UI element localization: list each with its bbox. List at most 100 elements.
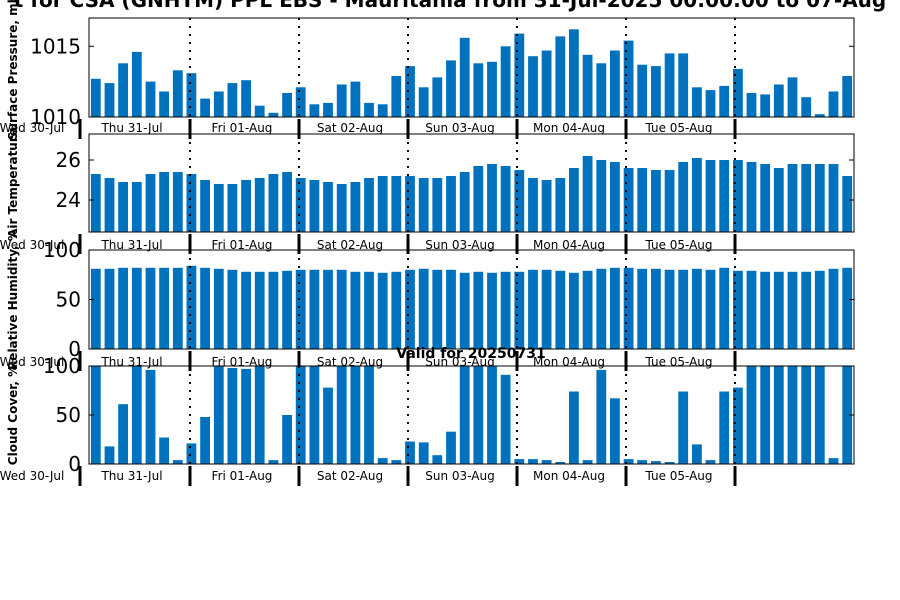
bar [500,374,511,464]
bar [323,102,333,117]
bar [159,267,169,349]
bar [350,81,361,117]
bar [350,366,361,464]
bar [377,176,388,232]
x-day-label: Sat 02-Aug [317,238,383,252]
bar [90,174,101,232]
x-day-label: Mon 04-Aug [533,121,605,135]
bar [391,460,402,464]
bar [364,271,374,349]
bar [787,164,798,232]
bar [746,93,757,117]
bar [569,168,579,232]
bar [282,415,292,464]
bar [692,87,702,117]
bar [651,461,661,464]
bar [651,268,661,349]
bar [705,460,716,464]
bar [186,443,197,464]
x-day-label: Fri 01-Aug [212,121,273,135]
bar [487,366,497,464]
bar [678,162,689,232]
bar [200,180,210,232]
bar [692,444,702,464]
x-day-label: Thu 31-Jul [100,121,162,135]
bar [268,460,279,464]
bar [760,271,771,349]
bar [432,455,443,464]
bar [446,431,456,464]
bar [801,164,812,232]
y-tick-label: 100 [43,354,81,378]
bar [254,366,265,464]
bar [787,271,798,349]
bar [172,70,183,117]
bar [295,87,306,117]
bar [814,270,825,349]
bar [418,178,429,232]
bar [90,268,101,349]
bar [705,160,716,232]
bar [350,271,361,349]
bar [487,272,497,349]
bar [295,178,306,232]
bar [500,46,511,117]
bar [186,174,197,232]
bar [760,366,771,464]
bar [596,63,607,117]
bar [241,180,251,232]
x-day-label: Sat 02-Aug [317,469,383,483]
bar [610,50,620,117]
y-axis-label: Cloud Cover, % [6,365,20,465]
bar [323,387,333,464]
x-day-label: Thu 31-Jul [100,469,162,483]
bar [131,267,142,349]
x-day-label: Wed 30-Jul [0,238,64,252]
bar [773,271,784,349]
bar [268,112,279,117]
x-day-label: Tue 05-Aug [644,121,712,135]
y-axis-label: Relative Humidity, % [6,229,20,370]
plot-frame [88,133,855,233]
bar [350,182,361,232]
bar [295,269,306,349]
x-day-label: Tue 05-Aug [644,355,712,369]
bar [610,398,620,464]
bar [131,182,142,232]
bar [637,268,648,349]
x-day-label: Tue 05-Aug [644,469,712,483]
bar [555,178,566,232]
bar [582,156,593,232]
y-tick-label: 26 [56,148,81,172]
bar [514,33,525,117]
bar [241,80,251,117]
x-day-label: Fri 01-Aug [212,469,273,483]
bar [719,85,730,117]
bar [596,369,607,464]
bar [473,166,484,232]
y-axis-label: Surface Pressure, mb [6,0,20,140]
bar [541,180,552,232]
bar [186,265,197,349]
bar [555,270,566,349]
bar [637,64,648,117]
bar [118,182,128,232]
bar [90,78,101,117]
bar [309,366,320,464]
bar [514,459,525,464]
bar [213,366,224,464]
bar [254,271,265,349]
bar [145,174,156,232]
bar [746,162,757,232]
x-day-label: Sat 02-Aug [317,121,383,135]
bar [528,269,538,349]
bar [569,272,579,349]
bar [787,366,798,464]
bar [104,178,115,232]
bar [705,269,716,349]
bar [760,164,771,232]
y-tick-label: 0 [68,452,81,476]
bar [446,60,456,117]
